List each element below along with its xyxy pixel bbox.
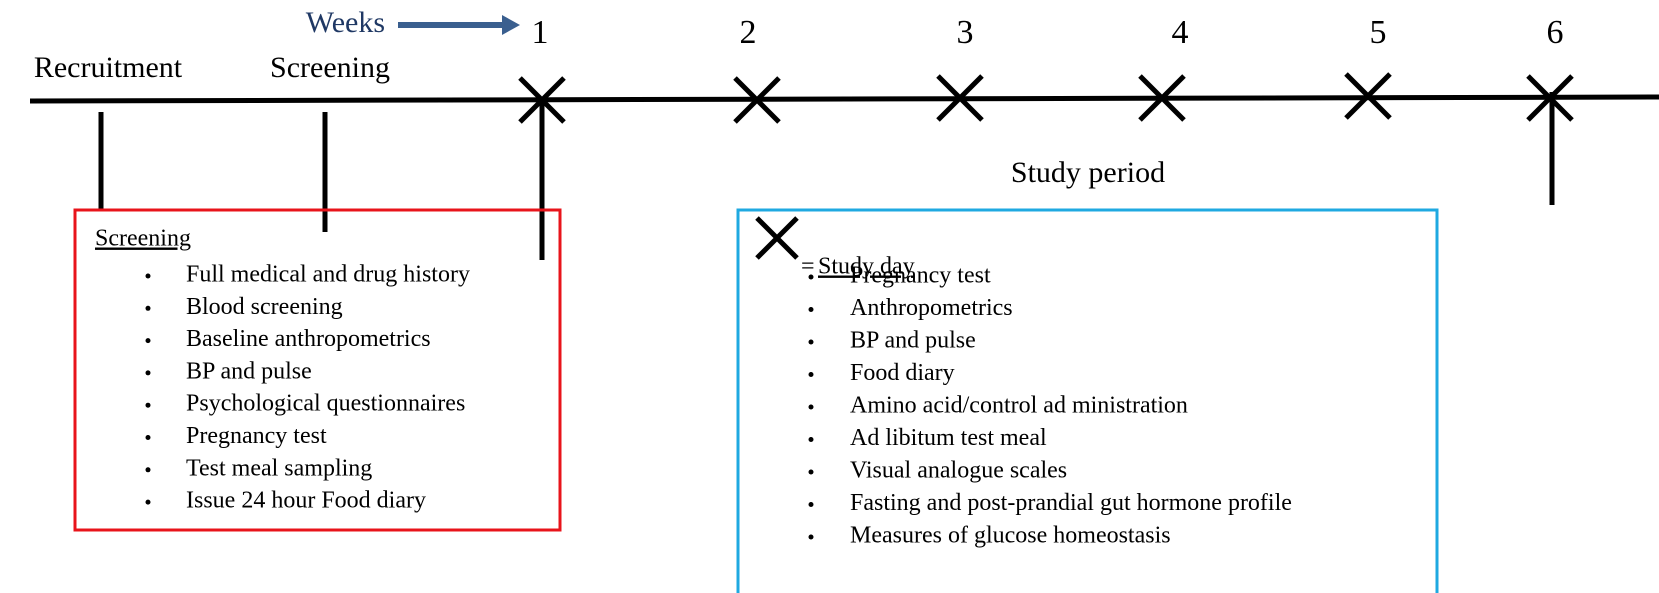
study-item: Measures of glucose homeostasis [850,523,1171,549]
phase-label: Recruitment [34,51,183,84]
week-number: 1 [532,14,549,51]
screening-item: BP and pulse [186,358,312,384]
weeks-arrow-head [502,15,520,35]
study-item: Visual analogue scales [850,458,1067,484]
screening-item: Test meal sampling [186,455,372,481]
bullet [808,437,814,442]
bullet [145,305,151,311]
phase-label: Screening [270,51,390,84]
bullet [808,502,814,507]
study-item: Anthropometrics [850,295,1013,321]
screening-item: Pregnancy test [186,423,327,449]
bullet [145,499,151,505]
study-day-cross [733,76,781,124]
study-day-cross [936,74,984,122]
study-item: BP and pulse [850,328,976,354]
study-day-cross [1344,72,1392,120]
bullet [808,372,814,377]
study-item: Amino acid/control ad ministration [850,393,1188,419]
week-number: 6 [1547,14,1564,51]
study-day-cross [755,216,799,260]
screening-item: Psychological questionnaires [186,391,465,417]
bullet [145,467,151,473]
screening-item: Baseline anthropometrics [186,326,431,352]
study-item: Fasting and post-prandial gut hormone pr… [850,490,1292,516]
legend-symbol: = [801,254,815,280]
bullet [145,435,151,440]
bullet [808,307,814,312]
screening-item: Issue 24 hour Food diary [186,488,426,514]
week-number: 5 [1370,14,1387,51]
study-item: Food diary [850,360,955,386]
bullet [145,273,151,279]
screening-item: Blood screening [186,294,343,320]
study-day-cross [1526,74,1574,122]
bullet [808,339,814,345]
bullet [145,402,151,408]
bullet [808,534,814,540]
screening-item: Full medical and drug history [186,262,470,288]
screening-box [73,208,562,532]
week-number: 2 [740,14,757,51]
weeks-label: Weeks [306,6,385,39]
bullet [145,338,151,344]
timeline-axis [29,94,1659,104]
study-period-label: Study period [1011,156,1165,189]
bullet [145,370,151,376]
week-number: 3 [957,14,974,51]
screening-title: Screening [95,226,191,252]
study-box [736,208,1439,593]
bullet [808,469,814,475]
week-number: 4 [1172,14,1189,51]
study-item: Pregnancy test [850,263,991,289]
study-item: Ad libitum test meal [850,425,1047,451]
bullet [808,404,814,410]
study-title: Study day [818,254,915,280]
bullet [808,274,814,280]
study-day-cross [518,76,566,124]
study-day-cross [1138,74,1186,122]
